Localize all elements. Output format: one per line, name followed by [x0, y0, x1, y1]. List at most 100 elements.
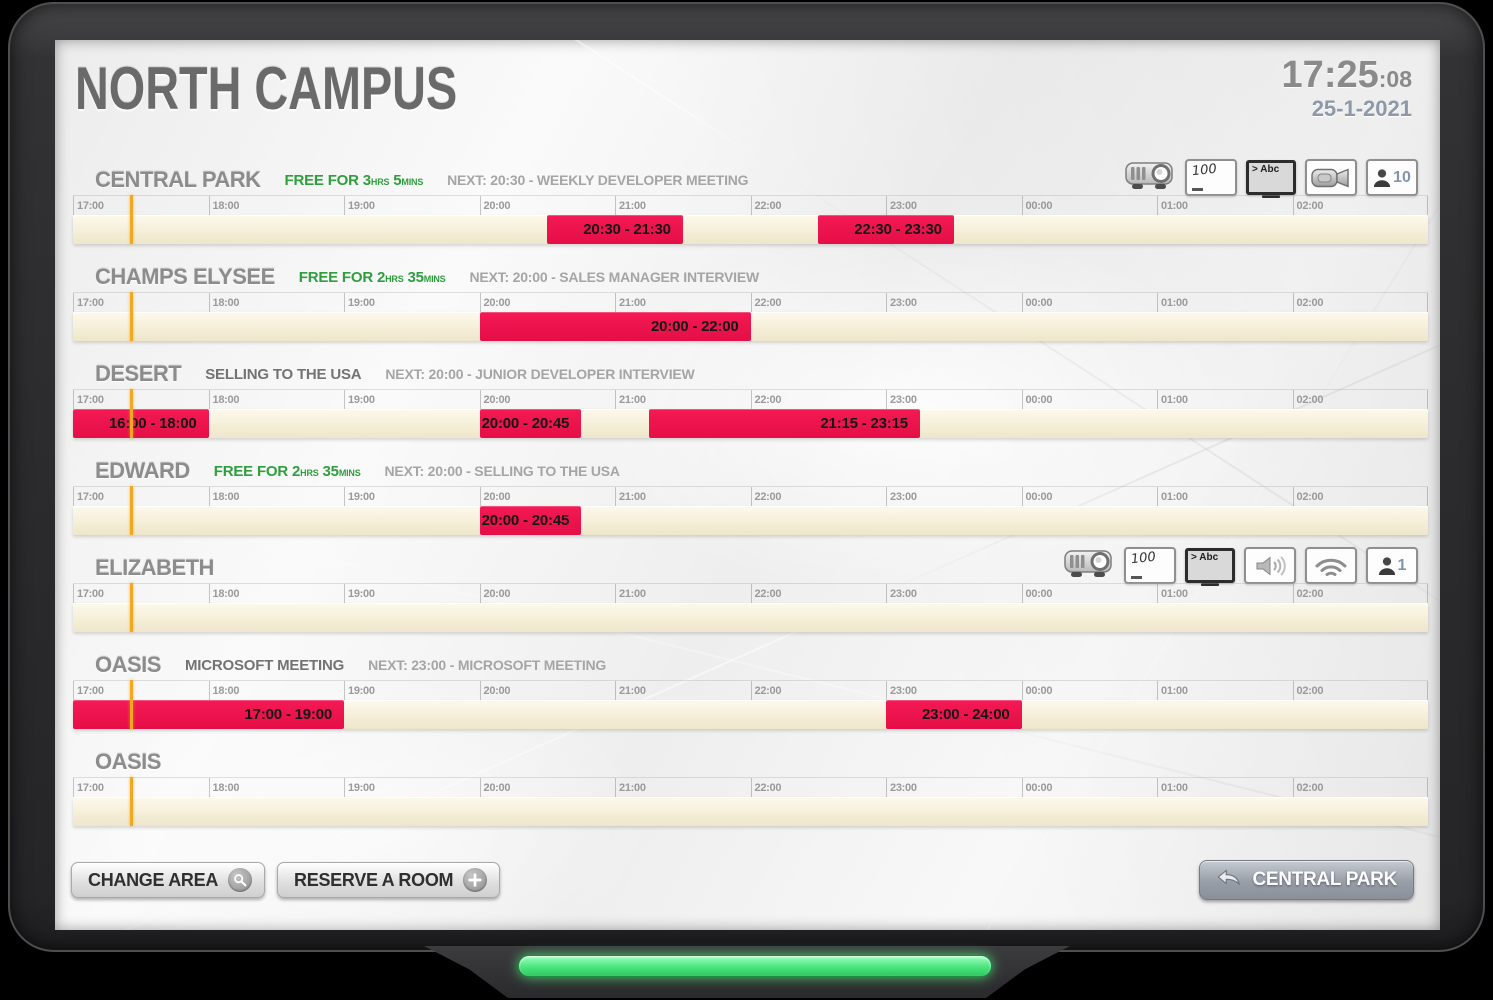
booking-block[interactable]: 16:00 - 18:00 — [73, 409, 209, 438]
projector-icon — [1124, 157, 1176, 198]
hour-tick: 02:00 — [1292, 778, 1323, 797]
booking-bar[interactable]: 20:00 - 22:00 — [73, 312, 1428, 341]
booking-bar[interactable] — [73, 603, 1428, 632]
hour-tick: 18:00 — [208, 487, 239, 506]
reserve-room-button[interactable]: RESERVE A ROOM — [277, 862, 501, 898]
hour-tick: 22:00 — [750, 681, 781, 700]
room-name: EDWARD — [95, 458, 190, 483]
hour-tick: 01:00 — [1157, 584, 1188, 603]
room-row-oasis: OASIS MICROSOFT MEETING NEXT: 23:00 - MI… — [73, 651, 1428, 748]
booking-block[interactable]: 22:30 - 23:30 — [818, 215, 954, 244]
booking-bar[interactable]: 17:00 - 19:00 23:00 - 24:00 — [73, 700, 1428, 729]
hour-tick: 00:00 — [1021, 778, 1052, 797]
projector-icon — [1063, 545, 1115, 586]
room-row-edward: EDWARD FREE FOR 2HRS 35MINS NEXT: 20:00 … — [73, 457, 1428, 554]
hour-tick: 01:00 — [1157, 681, 1188, 700]
room-timeline[interactable]: 17:00 18:00 19:00 20:00 21:00 22:00 23:00 00:00… — [73, 680, 1428, 729]
hour-tick: 23:00 — [886, 487, 917, 506]
room-row-central-park: CENTRAL PARK FREE FOR 3HRS 5MINS NEXT: 2… — [73, 159, 1428, 263]
current-time-line — [129, 195, 133, 244]
room-name: CHAMPS ELYSEE — [95, 264, 275, 289]
booking-bar[interactable] — [73, 797, 1428, 826]
booking-block[interactable]: 23:00 - 24:00 — [886, 700, 1022, 729]
hour-tick: 00:00 — [1021, 584, 1052, 603]
booking-bar[interactable]: 20:30 - 21:30 22:30 - 23:30 — [73, 215, 1428, 244]
speaker-icon — [1244, 547, 1296, 584]
back-to-room-button[interactable]: CENTRAL PARK — [1199, 860, 1414, 900]
room-timeline[interactable]: 17:00 18:00 19:00 20:00 21:00 22:00 23:00 00:00… — [73, 486, 1428, 535]
room-next-meeting: NEXT: 20:00 - JUNIOR DEVELOPER INTERVIEW — [385, 366, 695, 382]
hour-tick: 20:00 — [479, 778, 510, 797]
hour-ticks: 17:00 18:00 19:00 20:00 21:00 22:00 23:00 00:00… — [73, 583, 1428, 603]
booking-block[interactable]: 21:15 - 23:15 — [648, 409, 920, 438]
room-amenities: 100 > Abc 10 — [1124, 157, 1418, 198]
hour-tick — [1427, 584, 1428, 603]
hour-ticks: 17:00 18:00 19:00 20:00 21:00 22:00 23:00 00:00… — [73, 195, 1428, 215]
hour-tick: 00:00 — [1021, 196, 1052, 215]
booking-bar[interactable]: 16:00 - 18:00 20:00 - 20:45 21:15 - 23:15 — [73, 409, 1428, 438]
hour-tick: 17:00 — [73, 487, 104, 506]
hour-ticks: 17:00 18:00 19:00 20:00 21:00 22:00 23:00 00:00… — [73, 680, 1428, 700]
room-header: CHAMPS ELYSEE FREE FOR 2HRS 35MINS NEXT:… — [73, 263, 1428, 291]
capacity-icon: 10 — [1366, 159, 1418, 196]
hour-tick: 21:00 — [615, 487, 646, 506]
room-header: OASIS — [73, 748, 1428, 776]
booking-block[interactable]: 20:00 - 20:45 — [479, 506, 582, 535]
hour-tick: 01:00 — [1157, 487, 1188, 506]
hour-tick: 00:00 — [1021, 293, 1052, 312]
booking-block[interactable]: 20:00 - 22:00 — [479, 312, 751, 341]
room-free-status: FREE FOR 2HRS 35MINS — [213, 462, 361, 480]
current-time-line — [129, 486, 133, 535]
hour-tick: 18:00 — [208, 584, 239, 603]
hour-tick: 19:00 — [344, 487, 375, 506]
room-timeline[interactable]: 17:00 18:00 19:00 20:00 21:00 22:00 23:00 00:00… — [73, 389, 1428, 438]
hour-tick: 22:00 — [750, 487, 781, 506]
capacity-icon: 1 — [1366, 547, 1418, 584]
hour-tick: 20:00 — [479, 390, 510, 409]
room-name: DESERT — [95, 361, 182, 386]
room-next-meeting: NEXT: 20:00 - SELLING TO THE USA — [384, 463, 620, 479]
hour-tick: 17:00 — [73, 681, 104, 700]
room-timeline[interactable]: 17:00 18:00 19:00 20:00 21:00 22:00 23:00 00:00… — [73, 195, 1428, 244]
room-row-oasis-2: OASIS 17:00 18:00 19:00 20:00 21:00 22:00 23:0… — [73, 748, 1428, 845]
current-time-line — [129, 389, 133, 438]
clock-seconds: :08 — [1378, 66, 1412, 92]
hour-tick: 20:00 — [479, 681, 510, 700]
room-next-meeting: NEXT: 23:00 - MICROSOFT MEETING — [368, 657, 607, 673]
room-list: CENTRAL PARK FREE FOR 3HRS 5MINS NEXT: 2… — [73, 159, 1428, 845]
booking-block[interactable]: 17:00 - 19:00 — [73, 700, 344, 729]
hour-tick: 02:00 — [1292, 487, 1323, 506]
hour-tick: 20:00 — [479, 487, 510, 506]
room-header: CENTRAL PARK FREE FOR 3HRS 5MINS NEXT: 2… — [73, 159, 1428, 198]
hour-tick: 02:00 — [1292, 196, 1323, 215]
booking-block[interactable]: 20:30 - 21:30 — [547, 215, 683, 244]
hour-tick: 20:00 — [479, 293, 510, 312]
hour-tick: 00:00 — [1021, 487, 1052, 506]
back-arrow-icon — [1216, 867, 1242, 893]
hour-tick: 02:00 — [1292, 584, 1323, 603]
booking-bar[interactable]: 20:00 - 20:45 — [73, 506, 1428, 535]
hour-tick: 17:00 — [73, 584, 104, 603]
wifi-icon — [1305, 547, 1357, 584]
room-timeline[interactable]: 17:00 18:00 19:00 20:00 21:00 22:00 23:00 00:00… — [73, 777, 1428, 826]
room-name: OASIS — [95, 652, 161, 677]
hour-tick: 01:00 — [1157, 293, 1188, 312]
room-name: CENTRAL PARK — [95, 167, 261, 192]
hour-tick: 22:00 — [750, 584, 781, 603]
room-timeline[interactable]: 17:00 18:00 19:00 20:00 21:00 22:00 23:00 00:00… — [73, 583, 1428, 632]
change-area-button[interactable]: CHANGE AREA — [71, 862, 266, 898]
room-row-desert: DESERT SELLING TO THE USA NEXT: 20:00 - … — [73, 360, 1428, 457]
room-name: OASIS — [95, 749, 161, 774]
hour-tick — [1427, 293, 1428, 312]
video-camera-icon — [1305, 159, 1357, 196]
hour-tick: 22:00 — [750, 196, 781, 215]
screen-icon: > Abc — [1185, 548, 1235, 586]
change-area-label: CHANGE AREA — [88, 869, 219, 890]
booking-block[interactable]: 20:00 - 20:45 — [479, 409, 582, 438]
hour-tick: 19:00 — [344, 778, 375, 797]
whiteboard-icon: 100 — [1185, 159, 1237, 196]
clock-time: 17:25 — [1281, 54, 1379, 96]
hour-tick: 22:00 — [750, 778, 781, 797]
room-timeline[interactable]: 17:00 18:00 19:00 20:00 21:00 22:00 23:00 00:00… — [73, 292, 1428, 341]
